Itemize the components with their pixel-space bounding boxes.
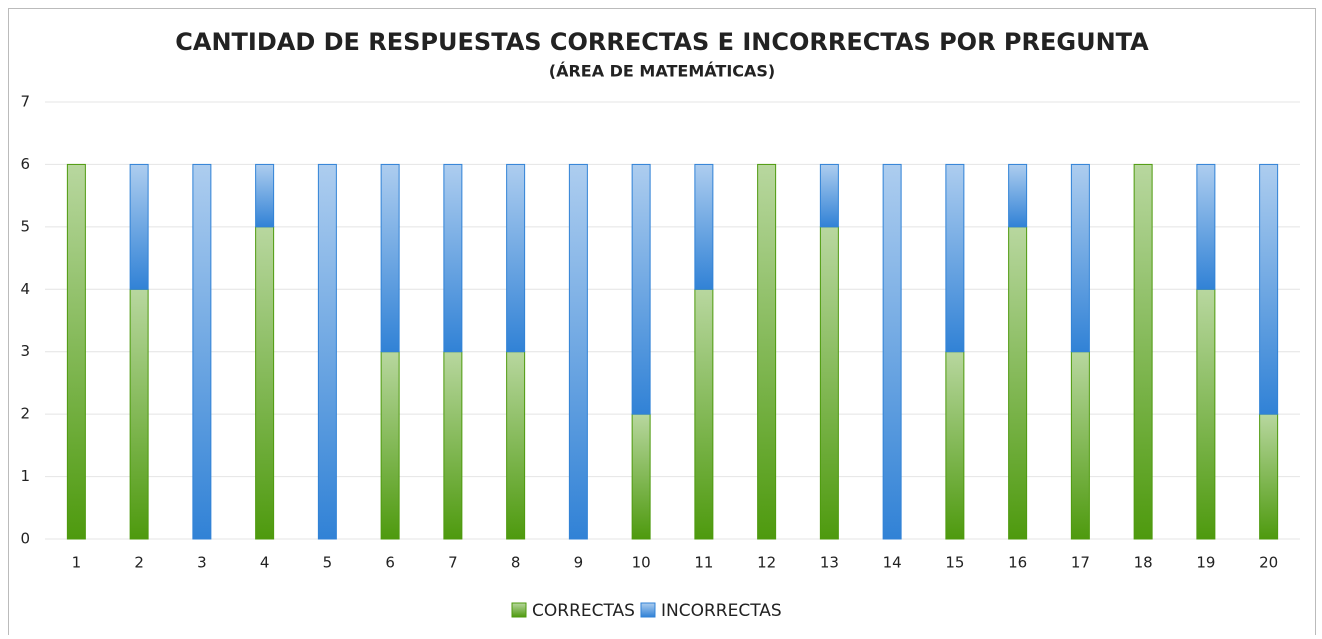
y-tick-label: 1	[20, 467, 30, 485]
y-tick-label: 2	[20, 405, 30, 423]
bar-segment	[631, 163, 651, 415]
y-tick-label: 3	[20, 342, 30, 360]
legend-label: CORRECTAS	[532, 601, 635, 621]
bar-segment	[255, 226, 275, 540]
x-tick-label: 6	[385, 554, 395, 572]
legend-swatch	[511, 602, 527, 618]
x-tick-label: 4	[260, 554, 270, 572]
x-tick-label: 3	[197, 554, 207, 572]
y-tick-label: 5	[20, 217, 30, 235]
bar-segment	[1008, 226, 1028, 540]
x-tick-label: 20	[1259, 554, 1278, 572]
y-tick-label: 0	[20, 530, 30, 548]
bar-segment	[945, 163, 965, 353]
bar-segment	[506, 351, 526, 540]
x-tick-label: 14	[883, 554, 902, 572]
bar-segment	[757, 163, 777, 540]
x-tick-label: 7	[448, 554, 458, 572]
x-tick-label: 18	[1134, 554, 1153, 572]
bar-segment	[380, 163, 400, 353]
bar-segment	[1196, 288, 1216, 540]
x-tick-label: 5	[323, 554, 333, 572]
x-tick-label: 19	[1196, 554, 1215, 572]
x-tick-label: 16	[1008, 554, 1027, 572]
x-tick-label: 11	[694, 554, 713, 572]
bar-segment	[1196, 163, 1216, 290]
bar-segment	[631, 413, 651, 540]
bar-segment	[1259, 413, 1279, 540]
bar-segment	[882, 163, 902, 540]
bar-segment	[694, 163, 714, 290]
bar-segment	[945, 351, 965, 540]
bar-segment	[1070, 351, 1090, 540]
legend-swatch	[640, 602, 656, 618]
bar-segment	[568, 163, 588, 540]
x-tick-label: 1	[72, 554, 82, 572]
bar-segment	[1259, 163, 1279, 415]
bar-segment	[819, 226, 839, 540]
y-tick-label: 4	[20, 280, 30, 298]
chart-subtitle: (ÁREA DE MATEMÁTICAS)	[549, 62, 775, 81]
x-tick-label: 2	[134, 554, 144, 572]
x-tick-label: 9	[574, 554, 584, 572]
bar-segment	[506, 163, 526, 353]
bar-segment	[317, 163, 337, 540]
x-tick-label: 15	[945, 554, 964, 572]
bar-segment	[66, 163, 86, 540]
bar-segment	[380, 351, 400, 540]
y-tick-label: 6	[20, 155, 30, 173]
y-tick-label: 7	[20, 93, 30, 111]
chart-title: CANTIDAD DE RESPUESTAS CORRECTAS E INCOR…	[175, 28, 1149, 56]
bar-segment	[1008, 163, 1028, 228]
bar-segment	[694, 288, 714, 540]
bar-segment	[1133, 163, 1153, 540]
x-tick-label: 8	[511, 554, 521, 572]
legend: CORRECTAS INCORRECTAS	[511, 601, 782, 621]
x-tick-label: 13	[820, 554, 839, 572]
x-tick-label: 17	[1071, 554, 1090, 572]
legend-label: INCORRECTAS	[661, 601, 782, 621]
chart-frame	[8, 8, 1316, 639]
bar-segment	[443, 351, 463, 540]
bar-segment	[192, 163, 212, 540]
bar-segment	[819, 163, 839, 228]
x-tick-label: 10	[632, 554, 651, 572]
bar-segment	[129, 288, 149, 540]
bar-segment	[1070, 163, 1090, 353]
bar-segment	[443, 163, 463, 353]
bar-segment	[129, 163, 149, 290]
bar-segment	[255, 163, 275, 228]
x-tick-label: 12	[757, 554, 776, 572]
